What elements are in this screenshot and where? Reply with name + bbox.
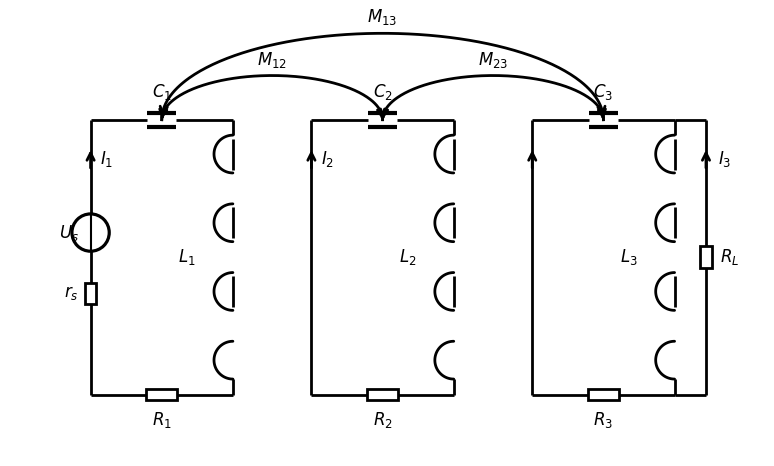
Text: $R_L$: $R_L$ [720,247,739,267]
Text: $M_{23}$: $M_{23}$ [478,50,508,69]
Text: $R_1$: $R_1$ [152,410,172,430]
Text: $r_s$: $r_s$ [64,284,79,302]
Circle shape [72,214,109,251]
Text: $R_3$: $R_3$ [594,410,614,430]
Text: $L_2$: $L_2$ [399,247,416,267]
Text: $L_1$: $L_1$ [178,247,196,267]
Text: $C_1$: $C_1$ [152,82,172,102]
Text: $C_2$: $C_2$ [372,82,392,102]
Text: $C_3$: $C_3$ [594,82,614,102]
Bar [700,247,712,268]
Bar [146,389,177,400]
Text: $I_1$: $I_1$ [101,149,114,169]
Bar [587,389,619,400]
Text: $M_{13}$: $M_{13}$ [368,7,398,27]
Bar [367,389,399,400]
Text: $I_2$: $I_2$ [321,149,334,169]
Text: $R_2$: $R_2$ [373,410,392,430]
Bar [84,282,97,304]
Text: $I_3$: $I_3$ [717,149,731,169]
Text: $M_{12}$: $M_{12}$ [257,50,287,69]
Text: $L_3$: $L_3$ [619,247,637,267]
Text: $U_s$: $U_s$ [59,223,79,243]
